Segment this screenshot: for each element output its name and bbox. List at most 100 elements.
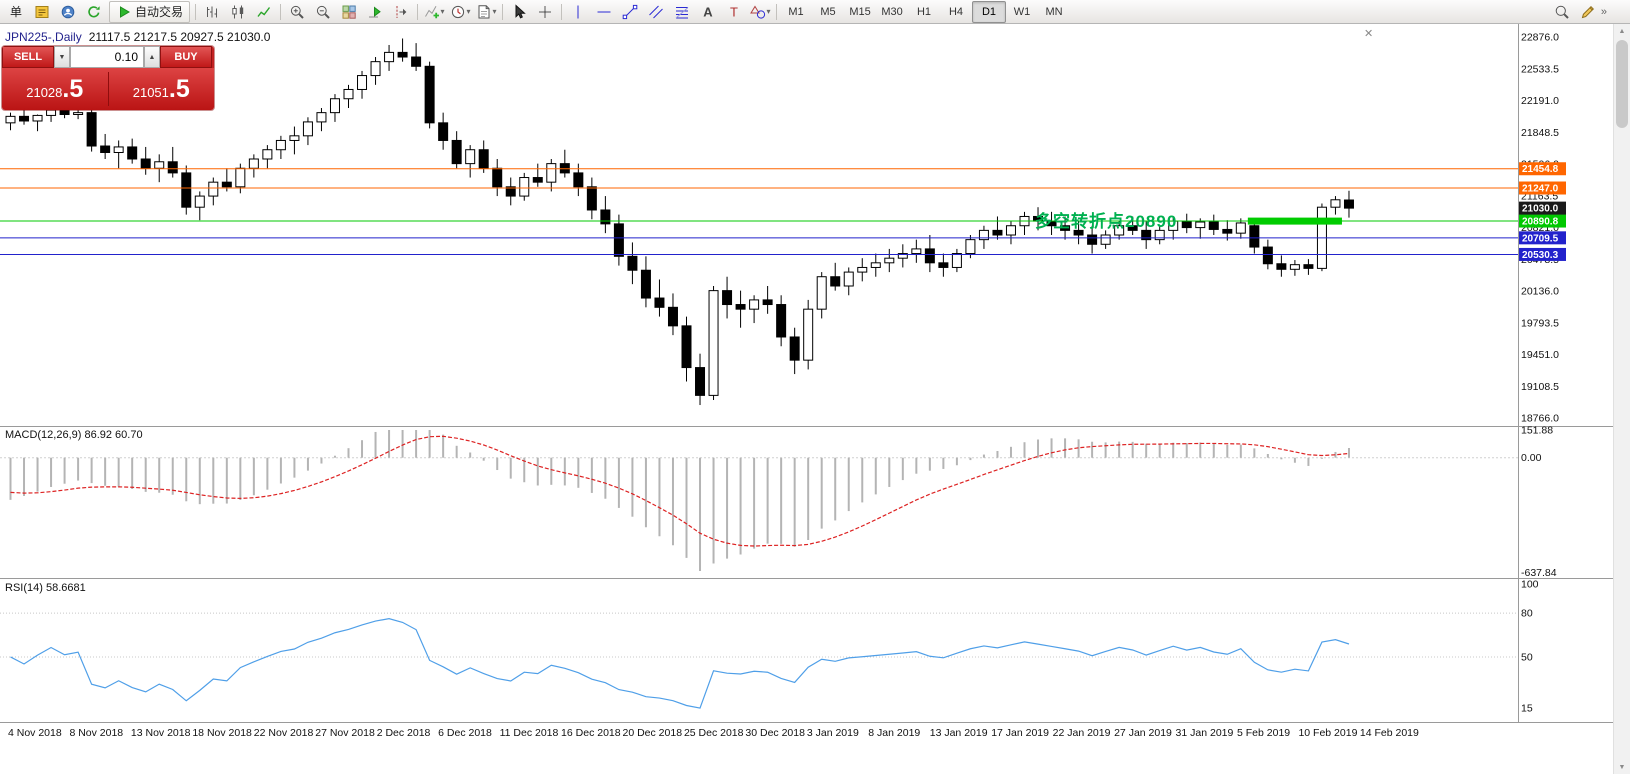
new-order-button[interactable]: 单 xyxy=(9,5,22,19)
price-tag xyxy=(1519,162,1566,176)
refresh-icon xyxy=(86,4,102,20)
tile-windows-button[interactable] xyxy=(336,2,362,22)
sell-price[interactable]: 21028.5 xyxy=(2,75,108,104)
timeframe-m5[interactable]: M5 xyxy=(820,5,836,18)
price-axis-label: 19108.5 xyxy=(1521,381,1559,393)
candle-body xyxy=(221,181,232,188)
price-tag xyxy=(1519,231,1566,245)
candle-body xyxy=(505,186,516,197)
zoom-in-button[interactable] xyxy=(284,2,310,22)
scroll-up-icon[interactable]: ▲ xyxy=(1618,27,1626,35)
candle-body xyxy=(762,299,773,306)
vertical-line-button[interactable] xyxy=(565,2,591,22)
timeframe-m1[interactable]: M1 xyxy=(788,5,804,18)
date-label: 27 Jan 2019 xyxy=(1114,727,1172,739)
vertical-scrollbar[interactable]: ▲ ▼ xyxy=(1613,24,1630,774)
crosshair-icon xyxy=(537,4,553,20)
search-button[interactable] xyxy=(1549,2,1575,22)
date-label: 10 Feb 2019 xyxy=(1298,727,1357,739)
zoom-out-button[interactable] xyxy=(310,2,336,22)
profiles-button[interactable] xyxy=(55,2,81,22)
candle-body xyxy=(965,239,976,255)
toolbar-overflow-icon[interactable]: » xyxy=(1600,5,1607,18)
scroll-down-icon[interactable]: ▼ xyxy=(1618,763,1626,771)
metaeditor-button[interactable] xyxy=(29,2,55,22)
fibonacci-button[interactable] xyxy=(669,2,695,22)
candle-body xyxy=(86,112,97,147)
quick-edit-button[interactable] xyxy=(1575,2,1601,22)
bar-chart-button[interactable] xyxy=(199,2,225,22)
macd-axis-label: -637.84 xyxy=(1521,567,1557,579)
candle-body xyxy=(951,253,962,268)
price-tag-label: 21030.0 xyxy=(1522,204,1559,215)
rsi-axis-label: 100 xyxy=(1521,579,1539,591)
scrollbar-thumb[interactable] xyxy=(1616,40,1628,128)
price-axis-label: 19451.0 xyxy=(1521,349,1559,361)
indicators-button[interactable]: ▾ xyxy=(421,2,447,22)
text-label-button[interactable]: T xyxy=(721,2,747,22)
timeframe-w1[interactable]: W1 xyxy=(1013,5,1031,18)
buy-button[interactable]: BUY xyxy=(160,46,212,68)
horizontal-line-button[interactable] xyxy=(591,2,617,22)
crosshair-button[interactable] xyxy=(532,2,558,22)
candle-body xyxy=(100,145,111,154)
candle-body xyxy=(1154,229,1165,241)
candle-body xyxy=(167,161,178,174)
equidistant-channel-icon xyxy=(648,4,664,20)
arrows-icon xyxy=(749,4,766,20)
rsi-axis-label: 15 xyxy=(1521,703,1533,715)
candle-body xyxy=(1276,263,1287,270)
timeframe-d1[interactable]: D1 xyxy=(972,0,1007,23)
fibonacci-icon xyxy=(674,4,690,20)
text-button[interactable]: A xyxy=(695,2,721,22)
price-axis-label: 22533.5 xyxy=(1521,63,1559,75)
candle-body xyxy=(1303,264,1314,269)
indicators-icon xyxy=(424,4,440,20)
line-chart-button[interactable] xyxy=(251,2,277,22)
toolbar-separator xyxy=(561,3,563,20)
periods-button[interactable]: ▾ xyxy=(447,2,473,22)
toolbar-separator xyxy=(776,3,778,20)
candle-body xyxy=(897,253,908,259)
candle-body xyxy=(735,304,746,310)
buy-price[interactable]: 21051.5 xyxy=(109,75,215,104)
candlestick-chart-button[interactable] xyxy=(225,2,251,22)
chart-shift-button[interactable] xyxy=(388,2,414,22)
timeframe-h4[interactable]: H4 xyxy=(948,5,964,18)
date-label: 5 Feb 2019 xyxy=(1237,727,1290,739)
candle-body xyxy=(5,115,16,124)
equidistant-channel-button[interactable] xyxy=(643,2,669,22)
candle-body xyxy=(776,304,787,338)
text-icon: A xyxy=(700,4,716,20)
candle-body xyxy=(1343,199,1354,209)
date-label: 3 Jan 2019 xyxy=(807,727,859,739)
candle-body xyxy=(722,290,733,306)
timeframe-m15[interactable]: M15 xyxy=(849,5,871,18)
lot-decrease-button[interactable]: ▼ xyxy=(54,46,70,68)
candle-body xyxy=(978,229,989,241)
lot-size-input[interactable] xyxy=(70,46,144,68)
chart-close-icon[interactable]: ✕ xyxy=(1364,28,1374,40)
templates-button[interactable]: ▾ xyxy=(473,2,499,22)
autotrading-button[interactable]: 自动交易 xyxy=(109,0,191,23)
metaeditor-icon xyxy=(34,4,50,20)
cursor-button[interactable] xyxy=(506,2,532,22)
dropdown-arrow-icon: ▾ xyxy=(766,7,771,16)
highlight-segment[interactable] xyxy=(1247,217,1342,225)
auto-scroll-button[interactable] xyxy=(362,2,388,22)
timeframe-h1[interactable]: H1 xyxy=(916,5,932,18)
arrows-button[interactable]: ▾ xyxy=(747,2,773,22)
price-chart[interactable]: 22876.022533.522191.021848.521506.021163… xyxy=(0,24,1614,774)
sell-button[interactable]: SELL xyxy=(2,46,54,68)
refresh-button[interactable] xyxy=(81,2,107,22)
trendline-button[interactable] xyxy=(617,2,643,22)
candle-body xyxy=(749,299,760,310)
candle-body xyxy=(19,115,30,122)
dropdown-arrow-icon: ▾ xyxy=(492,7,497,16)
candle-body xyxy=(573,172,584,188)
lot-increase-button[interactable]: ▲ xyxy=(144,46,160,68)
date-label: 11 Dec 2018 xyxy=(500,727,559,739)
timeframe-m30[interactable]: M30 xyxy=(881,5,903,18)
auto-scroll-icon xyxy=(367,4,383,20)
timeframe-mn[interactable]: MN xyxy=(1045,5,1063,18)
